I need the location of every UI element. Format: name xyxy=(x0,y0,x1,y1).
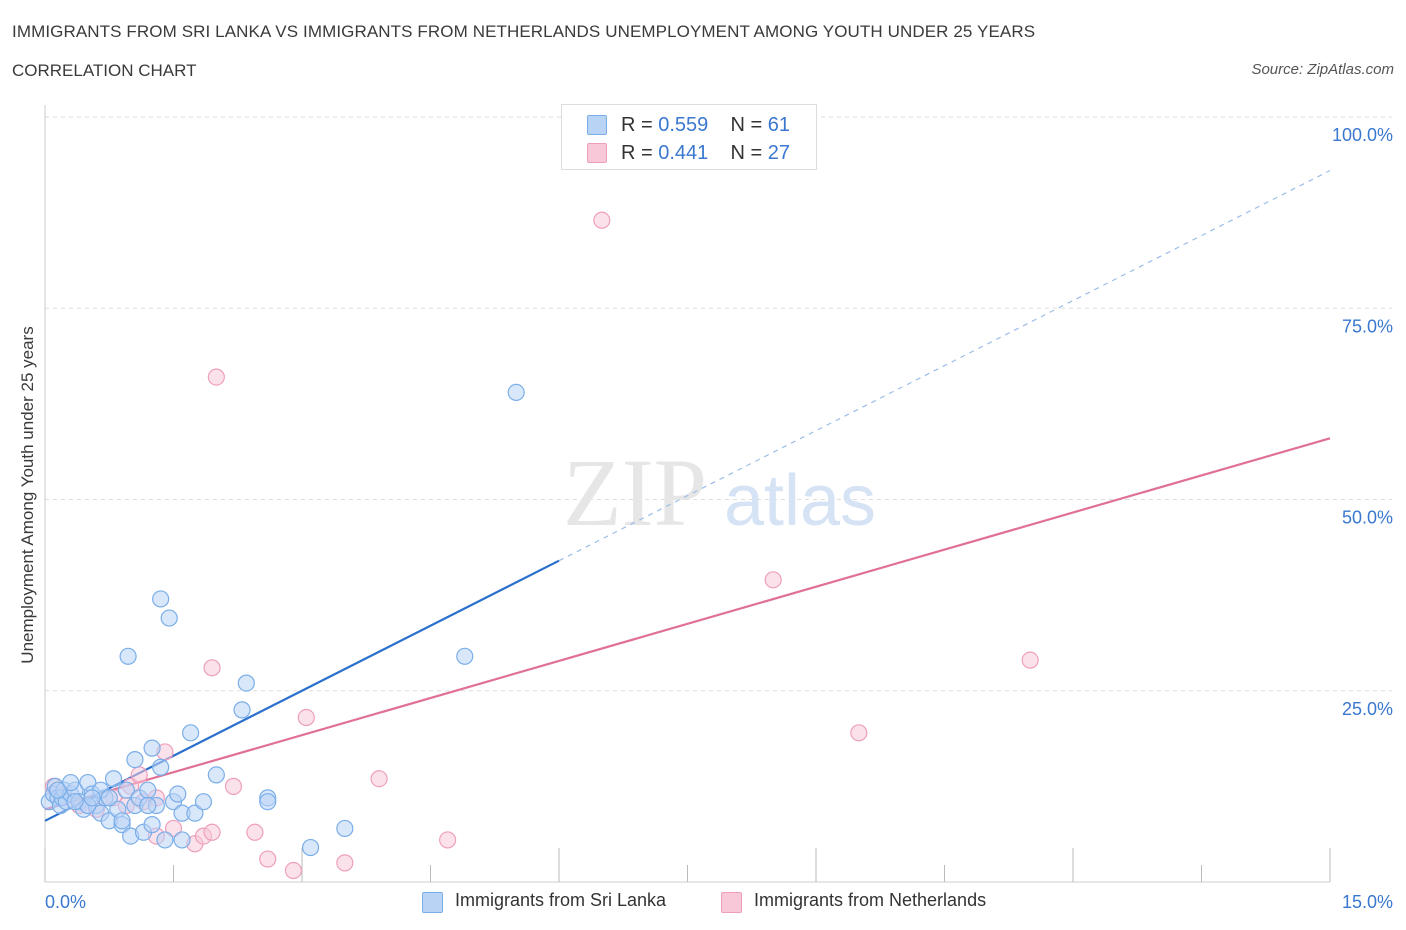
legend-swatch-blue xyxy=(422,892,443,913)
chart-title: IMMIGRANTS FROM SRI LANKA VS IMMIGRANTS … xyxy=(12,22,1036,41)
data-point-sri-lanka xyxy=(194,793,213,811)
data-point-sri-lanka xyxy=(156,831,174,849)
legend-n-label: N = xyxy=(730,142,763,164)
x-tick-label: 0.0% xyxy=(45,892,86,912)
data-point-sri-lanka xyxy=(143,816,161,834)
data-point-netherlands xyxy=(246,823,264,841)
data-point-netherlands xyxy=(203,659,221,677)
legend-swatch-pink xyxy=(587,143,607,163)
x-tick-label: 15.0% xyxy=(1342,892,1393,912)
data-point-netherlands xyxy=(439,831,457,849)
data-point-sri-lanka xyxy=(62,773,80,792)
data-point-sri-lanka xyxy=(139,796,157,815)
legend-label: Immigrants from Sri Lanka xyxy=(455,890,667,910)
data-point-sri-lanka xyxy=(507,383,525,401)
data-point-sri-lanka xyxy=(336,819,354,838)
legend-n-value: 27 xyxy=(767,142,791,164)
data-point-sri-lanka xyxy=(259,793,277,811)
data-point-netherlands xyxy=(207,368,225,386)
data-point-sri-lanka xyxy=(66,793,84,811)
data-point-sri-lanka xyxy=(456,647,474,665)
points-netherlands xyxy=(44,211,1039,880)
grid-lines xyxy=(45,116,1392,692)
data-point-netherlands xyxy=(284,861,303,880)
tick-labels: 25.0% 50.0% 75.0% 100.0% 0.0% 15.0% xyxy=(45,125,1393,912)
legend-r-label: R = xyxy=(621,142,653,164)
data-point-sri-lanka xyxy=(83,789,101,807)
chart-subtitle: CORRELATION CHART xyxy=(12,61,197,80)
watermark: ZIP atlas xyxy=(563,439,876,546)
data-point-sri-lanka xyxy=(301,838,320,857)
data-point-sri-lanka xyxy=(143,739,161,757)
data-point-sri-lanka xyxy=(237,674,255,692)
trend-line-netherlands xyxy=(44,437,1331,811)
data-point-netherlands xyxy=(130,766,148,784)
data-point-netherlands xyxy=(850,724,868,742)
watermark-zip: ZIP xyxy=(563,439,707,546)
trend-line-sri-lanka-extension xyxy=(558,170,1331,562)
data-point-netherlands xyxy=(224,777,243,795)
data-point-sri-lanka xyxy=(49,781,67,799)
data-point-sri-lanka xyxy=(173,831,191,849)
trend-lines xyxy=(44,170,1331,822)
legend-r-label: R = xyxy=(621,114,653,136)
data-point-sri-lanka xyxy=(126,750,144,769)
data-point-sri-lanka xyxy=(152,590,170,608)
data-point-sri-lanka xyxy=(117,781,135,799)
y-tick-label: 25.0% xyxy=(1342,699,1393,719)
correlation-legend: R = 0.559 N = 61 R = 0.441 N = 27 xyxy=(561,104,817,170)
data-point-netherlands xyxy=(259,850,277,868)
legend-n-value: 61 xyxy=(767,114,791,136)
watermark-atlas: atlas xyxy=(724,461,876,541)
data-point-sri-lanka xyxy=(152,758,170,776)
data-point-sri-lanka xyxy=(104,770,123,788)
y-tick-label: 50.0% xyxy=(1342,508,1393,528)
legend-swatch-pink xyxy=(721,892,742,913)
legend-swatch-blue xyxy=(587,115,607,135)
data-point-sri-lanka xyxy=(119,647,137,665)
legend-label: Immigrants from Netherlands xyxy=(754,890,987,910)
data-point-sri-lanka xyxy=(182,724,200,742)
data-point-netherlands xyxy=(297,708,315,727)
source-credit: Source: ZipAtlas.com xyxy=(1251,61,1394,78)
data-point-sri-lanka xyxy=(113,812,131,830)
points-sri-lanka xyxy=(40,383,525,857)
data-point-sri-lanka xyxy=(139,781,157,799)
data-point-sri-lanka xyxy=(100,789,118,807)
data-point-netherlands xyxy=(370,770,388,788)
data-point-netherlands xyxy=(203,823,221,841)
y-tick-label: 100.0% xyxy=(1332,125,1393,145)
axes xyxy=(44,105,1331,883)
data-point-netherlands xyxy=(336,854,354,872)
y-tick-label: 75.0% xyxy=(1342,316,1393,336)
data-point-sri-lanka xyxy=(160,609,178,627)
legend-r-value: 0.441 xyxy=(658,142,709,164)
data-point-sri-lanka xyxy=(169,785,187,803)
data-point-netherlands xyxy=(1021,651,1039,669)
data-point-sri-lanka xyxy=(207,766,225,784)
data-point-netherlands xyxy=(164,819,183,838)
legend-n-label: N = xyxy=(730,114,763,136)
legend-r-value: 0.559 xyxy=(658,114,709,136)
data-point-netherlands xyxy=(764,571,782,589)
data-point-sri-lanka xyxy=(233,701,251,719)
trend-line-sri-lanka xyxy=(44,559,560,822)
data-point-sri-lanka xyxy=(186,804,204,822)
y-axis-label: Unemployment Among Youth under 25 years xyxy=(18,326,37,664)
data-point-netherlands xyxy=(593,211,611,229)
